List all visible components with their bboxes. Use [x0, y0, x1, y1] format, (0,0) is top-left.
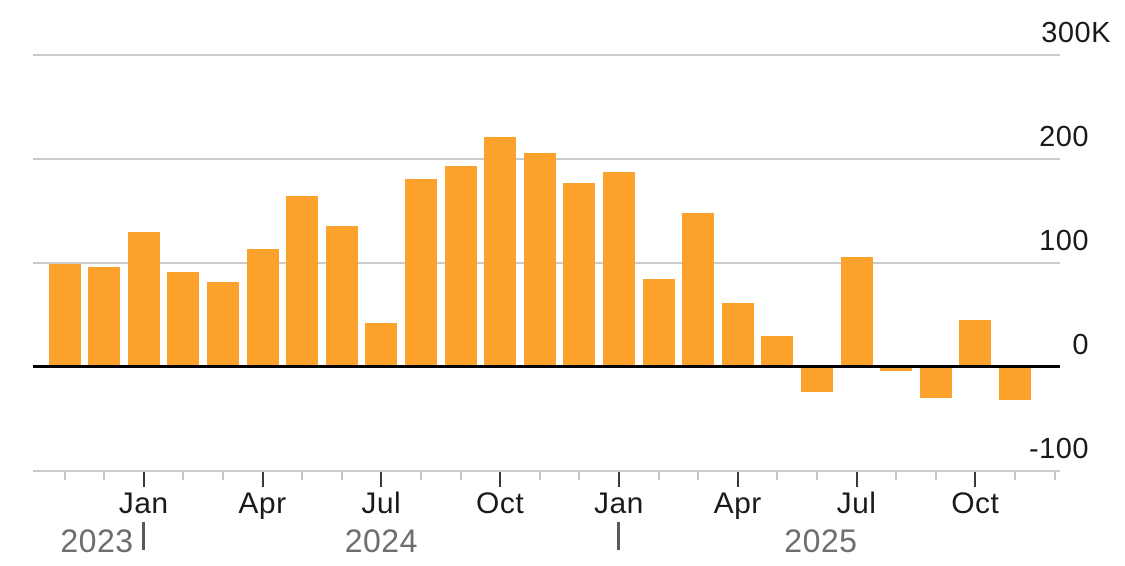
bar — [88, 266, 121, 368]
x-axis-minor-tick — [895, 471, 898, 480]
x-axis-minor-tick — [776, 471, 779, 480]
bar — [246, 248, 279, 368]
x-axis-major-tick — [499, 471, 502, 487]
x-axis-minor-tick — [815, 471, 818, 480]
x-axis-month-label: Apr — [238, 487, 287, 520]
bar — [721, 303, 754, 368]
y-axis-label: -100 — [1028, 432, 1089, 465]
x-axis-major-tick — [736, 471, 739, 487]
x-axis-month-label: Apr — [713, 487, 762, 520]
bar — [642, 279, 675, 368]
x-axis-major-tick — [142, 471, 145, 487]
x-axis-month-label: Jul — [361, 487, 402, 520]
x-axis-minor-tick — [419, 471, 422, 480]
x-axis-major-tick — [974, 471, 977, 487]
bar — [484, 136, 517, 368]
zero-axis-line — [33, 365, 1060, 368]
y-axis-label: 300K — [1041, 16, 1111, 49]
bar — [286, 195, 319, 368]
x-axis-major-tick — [380, 471, 383, 487]
y-axis-label: 0 — [1072, 328, 1089, 361]
bar — [959, 319, 992, 368]
bar — [325, 226, 358, 368]
y-axis-label: 200 — [1039, 120, 1089, 153]
bar — [602, 172, 635, 368]
bar — [998, 366, 1031, 401]
x-axis-year-label: 2025 — [784, 523, 858, 559]
x-axis-month-label: Jan — [118, 487, 169, 520]
bar — [365, 322, 398, 368]
x-axis-minor-tick — [459, 471, 462, 480]
gridline — [33, 469, 1060, 472]
bar — [682, 212, 715, 368]
x-axis-major-tick — [617, 471, 620, 487]
bar — [48, 263, 81, 368]
bar — [127, 232, 160, 368]
x-axis-month-label: Jul — [836, 487, 877, 520]
x-axis-minor-tick — [1013, 471, 1016, 480]
bar — [444, 165, 477, 368]
x-axis-minor-tick — [103, 471, 106, 480]
x-axis-minor-tick — [538, 471, 541, 480]
bar — [404, 179, 437, 368]
year-separator — [142, 522, 146, 550]
x-axis-major-tick — [261, 471, 264, 487]
x-axis-minor-tick — [697, 471, 700, 480]
x-axis-major-tick — [855, 471, 858, 487]
x-axis-year-label: 2023 — [60, 523, 134, 559]
x-axis-year-label: 2024 — [344, 523, 418, 559]
x-axis-minor-tick — [578, 471, 581, 480]
year-separator — [617, 522, 621, 550]
bar — [800, 366, 833, 392]
x-axis-minor-tick — [934, 471, 937, 480]
bar — [840, 257, 873, 368]
bar — [523, 153, 556, 368]
x-axis-minor-tick — [657, 471, 660, 480]
bar — [880, 366, 913, 372]
x-axis-month-label: Oct — [476, 487, 525, 520]
x-axis-month-label: Jan — [593, 487, 644, 520]
bar — [206, 282, 239, 368]
y-axis-label: 100 — [1039, 224, 1089, 257]
x-axis-minor-tick — [63, 471, 66, 480]
bar — [919, 366, 952, 399]
bar — [563, 183, 596, 368]
x-axis-minor-tick — [301, 471, 304, 480]
x-axis-minor-tick — [340, 471, 343, 480]
bar — [761, 336, 794, 368]
x-axis-minor-tick — [182, 471, 185, 480]
x-axis-minor-tick — [1053, 471, 1056, 480]
gridline — [33, 53, 1060, 56]
bar — [167, 271, 200, 368]
x-axis-month-label: Oct — [951, 487, 1000, 520]
x-axis-minor-tick — [221, 471, 224, 480]
